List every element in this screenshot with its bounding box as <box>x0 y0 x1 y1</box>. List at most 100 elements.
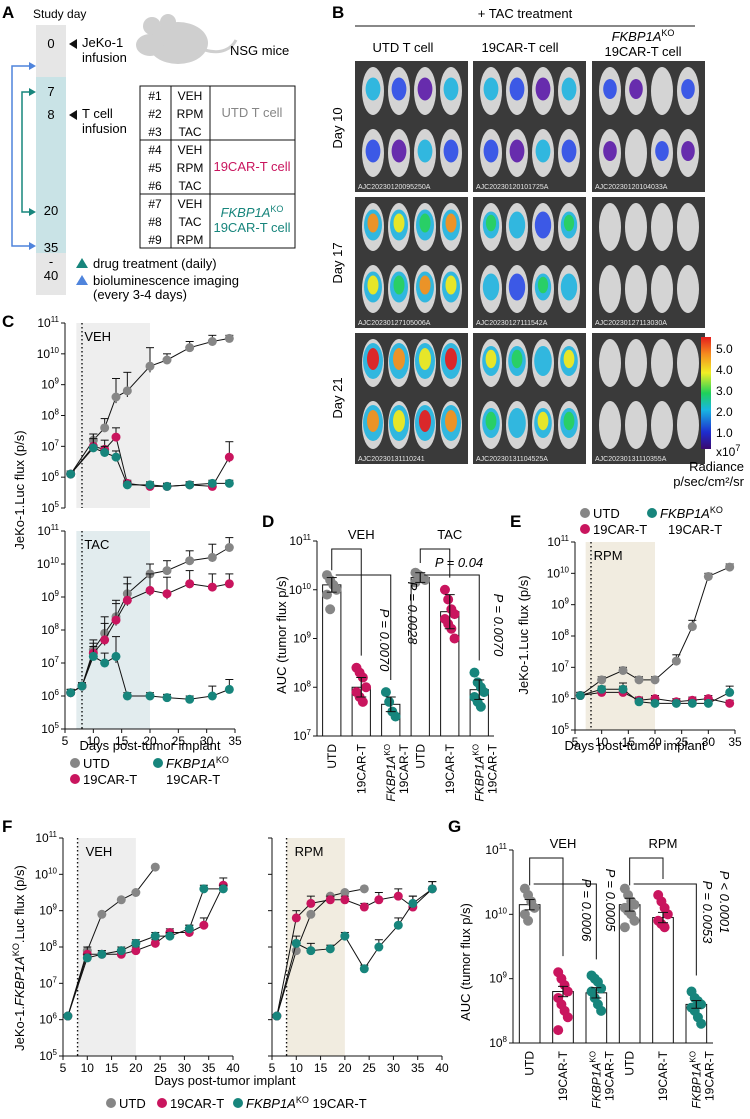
timeline-bar-bottom <box>36 253 66 295</box>
d-pvalue-4: P = 0.0070 <box>491 594 506 658</box>
signal-blob <box>603 79 617 99</box>
c-veh-data-point <box>185 480 195 490</box>
c-veh-ytick-exp-11: 11 <box>51 315 60 324</box>
e-xtick-10: 10 <box>595 735 609 749</box>
day-8: 8 <box>47 107 54 122</box>
f-veh-data-point <box>199 884 209 894</box>
c-tac-data-point <box>185 694 195 704</box>
imaging-legend-text-2: (every 3-4 days) <box>93 287 187 302</box>
mouse-silhouette <box>677 203 699 251</box>
signal-blob <box>655 141 669 161</box>
d-ytick-exp-11: 11 <box>303 533 312 542</box>
g-dot <box>596 983 607 994</box>
g-pvalue-2: P = 0.0005 <box>603 869 618 933</box>
f-rpm-data-point <box>291 938 301 948</box>
d-category-1: 19CAR-T <box>354 743 368 794</box>
e-data-point <box>618 665 628 675</box>
d-ytick-exp-10: 10 <box>302 582 311 591</box>
c-tac-xtick-10: 10 <box>87 734 101 748</box>
c-veh-ytick-10: 1010 <box>37 346 60 361</box>
g-category-0: UTD <box>523 1051 537 1076</box>
e-legend-ko-gene: FKBP1A <box>660 506 710 521</box>
c-veh-ytick-exp-10: 10 <box>50 346 59 355</box>
c-tac-ytick-9: 109 <box>41 589 59 604</box>
e-ytick-base-6: 10 <box>551 692 565 706</box>
g-dot <box>562 1012 573 1023</box>
g-cat-sup: KO <box>588 1051 597 1063</box>
jeko-infusion-line2: infusion <box>82 50 127 65</box>
f-veh-ytick-7: 107 <box>39 975 57 990</box>
signal-blob <box>508 273 526 301</box>
signal-blob <box>509 139 525 163</box>
f-veh-data-point <box>97 949 107 959</box>
f-veh-data-point <box>116 946 126 956</box>
f-veh-ytick-exp-7: 7 <box>53 975 58 984</box>
e-xtick-30: 30 <box>702 735 716 749</box>
e-ytick-9: 109 <box>551 597 569 612</box>
e-data-point <box>671 656 681 666</box>
f-legend-car: 19CAR-T <box>170 1096 224 1111</box>
g-cat-gene: FKBP1A <box>689 1063 703 1109</box>
e-ytick-base-9: 10 <box>551 598 565 612</box>
c-tac-condition-label: TAC <box>84 537 109 552</box>
c-tac-ytick-7: 107 <box>41 655 59 670</box>
c-tac-ytick-base-9: 10 <box>41 590 55 604</box>
f-veh-series-line-2 <box>67 888 224 1017</box>
e-condition-label: RPM <box>594 548 623 563</box>
g-dot <box>619 922 630 933</box>
c-veh-treatment-shade <box>76 323 150 508</box>
g-dot <box>696 999 707 1010</box>
scale-exp-sup: 7 <box>735 443 740 453</box>
e-legend-utd-marker <box>580 508 590 518</box>
row-day10-label: Day 10 <box>330 107 345 148</box>
c-tac-ytick-exp-10: 10 <box>50 556 59 565</box>
c-veh-ytick-base-8: 10 <box>41 409 55 423</box>
d-ytick-exp-7: 7 <box>307 728 312 737</box>
c-tac-data-point <box>207 691 217 701</box>
f-veh-ytick-base-6: 10 <box>39 1013 53 1027</box>
group-table-border <box>139 85 296 249</box>
g-dot <box>529 902 540 913</box>
c-tac-xtick-35: 35 <box>228 734 242 748</box>
f-veh-data-point <box>131 938 141 948</box>
signal-blob <box>483 77 499 101</box>
nsg-mice-label: NSG mice <box>230 43 289 58</box>
c-tac-ytick-exp-9: 9 <box>55 589 60 598</box>
f-veh-ytick-exp-9: 9 <box>53 903 58 912</box>
g-ytick-8: 108 <box>489 1035 507 1050</box>
group-ko-gene: FKBP1A <box>221 205 271 220</box>
e-ytick-exp-10: 10 <box>560 565 569 574</box>
d-ytick-base-7: 10 <box>293 729 307 743</box>
f-ylabel: JeKo-1.FKBP1AKO.Luc flux (p/s) <box>11 865 27 1051</box>
c-tac-data-point <box>145 585 155 595</box>
panel-label-e: E <box>510 512 521 531</box>
f-rpm-data-point <box>359 884 369 894</box>
signal-blob <box>560 273 578 301</box>
f-veh-data-point <box>97 909 107 919</box>
g-group-b: RPM <box>649 836 678 851</box>
f-rpm-data-point <box>325 944 335 954</box>
panel-label-g: G <box>448 817 461 836</box>
e-ytick-11: 1011 <box>547 534 569 549</box>
c-veh-ytick-base-5: 10 <box>41 501 55 515</box>
d-dot <box>469 667 480 678</box>
f-veh-condition-label: VEH <box>86 844 113 859</box>
g-dot <box>696 1018 707 1029</box>
c-veh-ytick-exp-5: 5 <box>55 500 60 509</box>
f-rpm-data-point <box>393 920 403 930</box>
imaging-legend-text: bioluminescence imaging <box>93 273 239 288</box>
group-id-1: #1 <box>148 89 162 103</box>
group-id-6: #6 <box>148 179 162 193</box>
f-rpm-data-point <box>393 891 403 901</box>
f-veh-ytick-exp-10: 10 <box>48 866 57 875</box>
g-ytick-exp-10: 10 <box>498 906 507 915</box>
f-veh-series-2 <box>63 884 228 1021</box>
g-pvalue-4: P < 0.0001 <box>717 871 732 934</box>
d-ytick-base-11: 10 <box>289 534 303 548</box>
d-dot <box>475 701 486 712</box>
c-tac-xtick-25: 25 <box>172 734 186 748</box>
e-data-point <box>575 691 585 701</box>
d-group-a: VEH <box>348 527 375 542</box>
g-dot <box>553 1025 564 1036</box>
c-veh-condition-label: VEH <box>84 329 111 344</box>
